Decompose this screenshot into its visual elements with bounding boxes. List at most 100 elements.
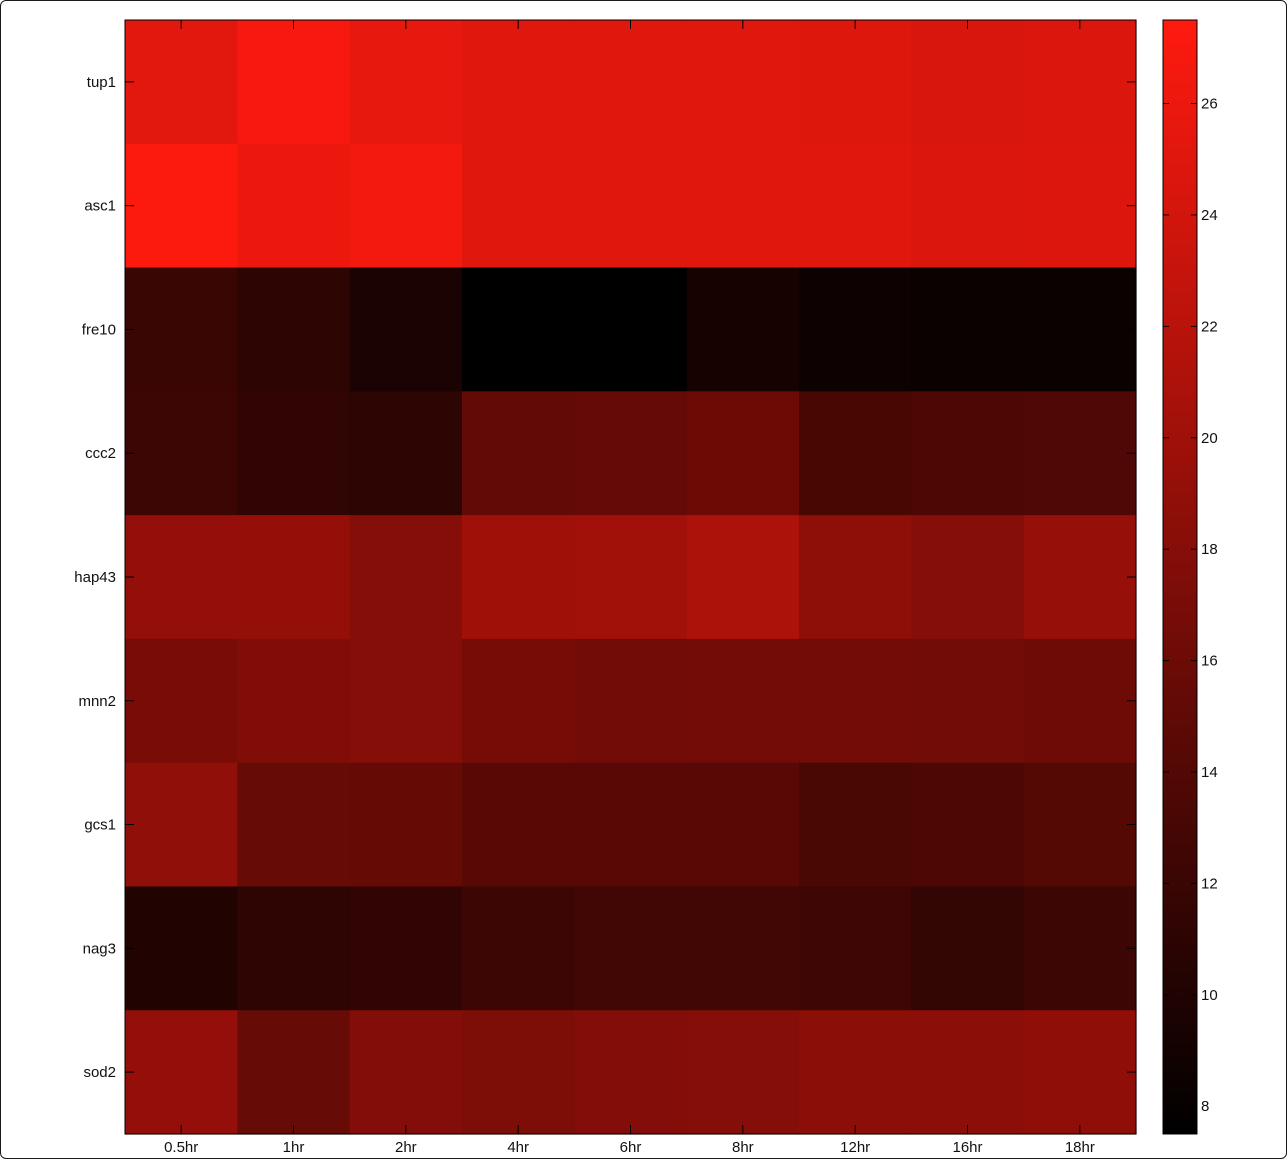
colorbar-tick-label: 16	[1201, 653, 1218, 670]
x-tick-label: 12hr	[840, 1139, 870, 1156]
y-tick-label: fre10	[82, 321, 116, 338]
heatmap-cell	[686, 267, 800, 392]
heatmap-cell	[462, 1010, 575, 1135]
heatmap-cell	[574, 762, 688, 888]
heatmap-cell	[1023, 143, 1137, 269]
heatmap-cell	[237, 515, 351, 640]
heatmap-cell	[462, 515, 575, 640]
x-tick-label: 16hr	[952, 1139, 982, 1156]
colorbar-tick-label: 10	[1201, 987, 1218, 1004]
heatmap-cell	[462, 391, 575, 516]
heatmap-cell	[799, 143, 912, 269]
heatmap-cell	[237, 20, 351, 145]
heatmap-cell	[574, 143, 688, 269]
heatmap-cell	[799, 391, 912, 516]
heatmap-cell	[911, 762, 1025, 888]
heatmap-cell	[799, 638, 912, 764]
colorbar-tick-label: 8	[1201, 1098, 1209, 1115]
heatmap-cell	[125, 267, 238, 392]
heatmap-cell	[799, 762, 912, 888]
y-tick-label: hap43	[74, 569, 116, 586]
heatmap-cell	[574, 1010, 688, 1135]
colorbar-tick-label: 20	[1201, 430, 1218, 447]
heatmap-cell	[1023, 391, 1137, 516]
heatmap-cell	[686, 391, 800, 516]
x-tick-label: 2hr	[395, 1139, 417, 1156]
heatmap-cell	[686, 638, 800, 764]
heatmap-cell	[1023, 20, 1137, 145]
colorbar-tick-label: 18	[1201, 541, 1218, 558]
heatmap-cell	[686, 515, 800, 640]
heatmap-cell	[911, 638, 1025, 764]
y-tick-label: asc1	[84, 198, 116, 215]
x-tick-label: 18hr	[1065, 1139, 1095, 1156]
heatmap-cell	[462, 762, 575, 888]
heatmap-cell	[574, 515, 688, 640]
heatmap-cell	[237, 391, 351, 516]
heatmap-cell	[125, 1010, 238, 1135]
heatmap-cell	[686, 886, 800, 1011]
heatmap-cell	[237, 143, 351, 269]
heatmap-cell	[349, 638, 463, 764]
colorbar	[1162, 19, 1198, 1135]
heatmap-cell	[574, 886, 688, 1011]
heatmap-cell	[237, 267, 351, 392]
heatmap-cell	[125, 515, 238, 640]
heatmap-cell	[911, 1010, 1025, 1135]
heatmap-cell	[125, 391, 238, 516]
heatmap-cell	[349, 515, 463, 640]
y-tick-label: gcs1	[84, 817, 116, 834]
heatmap-cell	[349, 20, 463, 145]
heatmap-cell	[349, 267, 463, 392]
heatmap-cell	[125, 20, 238, 145]
x-tick-label: 6hr	[620, 1139, 642, 1156]
y-tick-label: ccc2	[85, 445, 116, 462]
heatmap-cell	[911, 20, 1025, 145]
colorbar-tick-label: 24	[1201, 207, 1218, 224]
heatmap-cell	[686, 1010, 800, 1135]
heatmap-cell	[237, 638, 351, 764]
heatmap-cell	[911, 267, 1025, 392]
heatmap-cell	[574, 267, 688, 392]
heatmap-cell	[574, 20, 688, 145]
x-tick-label: 8hr	[732, 1139, 754, 1156]
heatmap-cell	[799, 20, 912, 145]
heatmap-cell	[1023, 886, 1137, 1011]
heatmap-cell	[1023, 762, 1137, 888]
y-tick-label: tup1	[87, 74, 116, 91]
heatmap-cell	[462, 638, 575, 764]
x-tick-label: 4hr	[507, 1139, 529, 1156]
colorbar-tick-label: 12	[1201, 875, 1218, 892]
heatmap-cell	[237, 762, 351, 888]
heatmap-cell	[799, 515, 912, 640]
heatmap-cell	[125, 143, 238, 269]
heatmap-cell	[125, 762, 238, 888]
heatmap-cell	[574, 391, 688, 516]
heatmap-cell	[237, 1010, 351, 1135]
heatmap-cell	[1023, 1010, 1137, 1135]
y-tick-label: nag3	[83, 940, 116, 957]
heatmap-cell	[349, 391, 463, 516]
heatmap-cell	[1023, 267, 1137, 392]
heatmap-cell	[799, 886, 912, 1011]
heatmap-cell	[462, 20, 575, 145]
y-tick-label: sod2	[83, 1064, 116, 1081]
heatmap-cell	[125, 638, 238, 764]
heatmap-cell	[686, 20, 800, 145]
colorbar-tick-label: 22	[1201, 318, 1218, 335]
heatmap-cell	[1023, 515, 1137, 640]
colorbar-tick-label: 26	[1201, 96, 1218, 113]
heatmap-cell	[799, 267, 912, 392]
heatmap-cell	[349, 1010, 463, 1135]
heatmap-cell	[349, 886, 463, 1011]
heatmap-cell	[574, 638, 688, 764]
heatmap-cell	[911, 143, 1025, 269]
y-tick-label: mnn2	[78, 693, 116, 710]
heatmap-cell	[911, 886, 1025, 1011]
heatmap-cell	[686, 762, 800, 888]
x-tick-label: 1hr	[283, 1139, 305, 1156]
colorbar-tick-label: 14	[1201, 764, 1218, 781]
heatmap-cell	[349, 143, 463, 269]
